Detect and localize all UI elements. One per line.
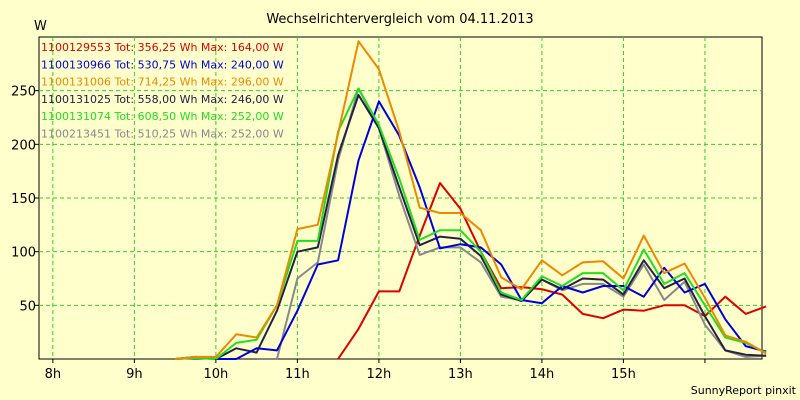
legend-entry-1100213451: 1100213451 Tot: 510,25 Wh Max: 252,00 W [41, 128, 284, 141]
series-line-1100129553 [337, 182, 767, 360]
y-axis-ticks: 50 100 150 200 250 [11, 85, 39, 314]
y-tick-label-0: 50 [19, 299, 36, 314]
series-lines [174, 40, 767, 360]
footer-credit: SunnyReport pinxit [691, 384, 797, 397]
legend-entry-1100131025: 1100131025 Tot: 558,00 Wh Max: 246,00 W [41, 93, 284, 106]
y-tick-label-4: 250 [11, 85, 36, 100]
y-axis-label: W [34, 19, 47, 34]
series-line-1100131006 [174, 40, 767, 360]
y-tick-label-3: 200 [11, 138, 36, 153]
x-tick-label-7: 15h [611, 367, 636, 382]
x-tick-label-2: 10h [203, 367, 228, 382]
y-tick-label-1: 100 [11, 246, 36, 261]
legend-entry-1100130966: 1100130966 Tot: 530,75 Wh Max: 240,00 W [41, 58, 284, 71]
y-tick-label-2: 150 [11, 192, 36, 207]
legend: 1100129553 Tot: 356,25 Wh Max: 164,00 W 1… [41, 41, 284, 141]
legend-entry-1100129553: 1100129553 Tot: 356,25 Wh Max: 164,00 W [41, 41, 284, 54]
x-axis-ticks: 8h 9h 10h 11h 12h 13h 14h 15h [45, 359, 706, 382]
x-tick-label-5: 13h [448, 367, 473, 382]
series-line-1100131025 [175, 94, 767, 360]
plot-area: 1100129553 Tot: 356,25 Wh Max: 164,00 W 1… [38, 36, 767, 360]
chart-title: Wechselrichtervergleich vom 04.11.2013 [266, 12, 533, 27]
legend-entry-1100131006: 1100131006 Tot: 714,25 Wh Max: 296,00 W [41, 76, 284, 89]
x-tick-label-0: 8h [45, 367, 62, 382]
x-tick-label-6: 14h [530, 367, 555, 382]
x-tick-label-4: 12h [367, 367, 392, 382]
x-tick-label-3: 11h [285, 367, 310, 382]
legend-entry-1100131074: 1100131074 Tot: 608,50 Wh Max: 252,00 W [41, 110, 284, 123]
x-tick-label-1: 9h [126, 367, 143, 382]
